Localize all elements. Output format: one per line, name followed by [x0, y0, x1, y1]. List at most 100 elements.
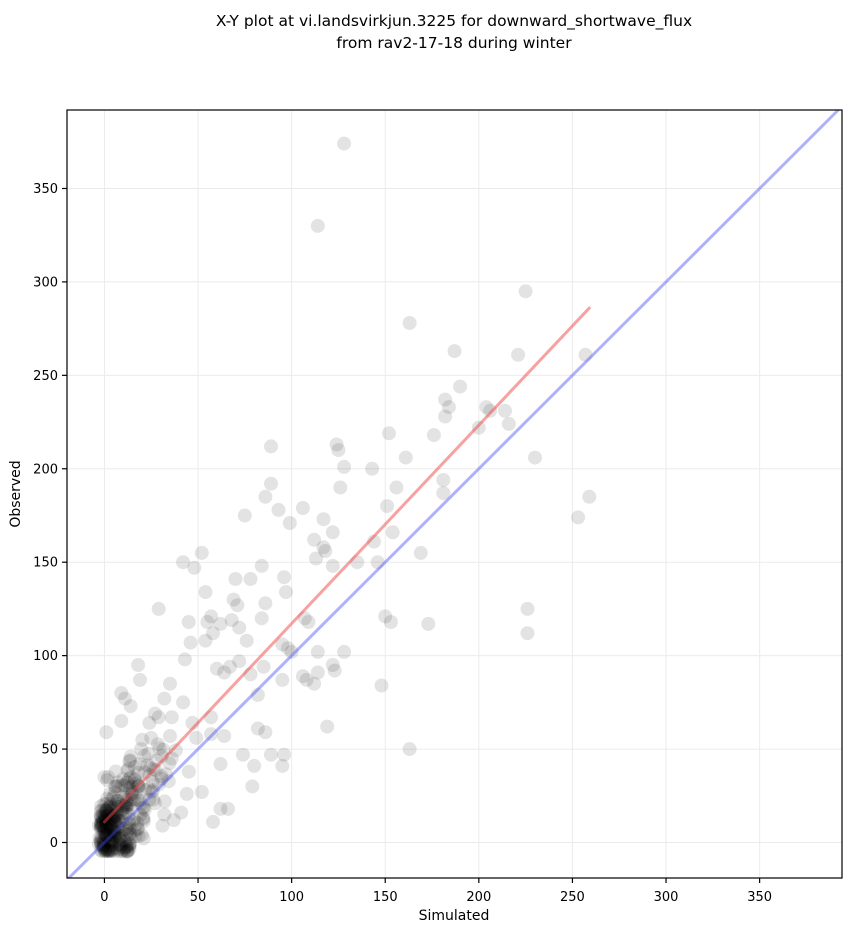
scatter-point: [130, 816, 145, 830]
scatter-point: [122, 771, 137, 786]
scatter-point: [117, 841, 132, 856]
scatter-point: [370, 555, 385, 570]
scatter-point: [198, 633, 213, 648]
scatter-point: [151, 710, 166, 725]
scatter-point: [101, 800, 116, 815]
scatter-point: [121, 807, 136, 822]
scatter-point: [136, 831, 151, 846]
x-tick-label: 100: [279, 890, 304, 905]
regression-line: [102, 306, 591, 824]
scatter-point: [150, 737, 165, 752]
scatter-point: [135, 801, 150, 816]
scatter-point: [438, 409, 453, 424]
scatter-point: [105, 824, 120, 839]
scatter-point: [98, 809, 113, 824]
scatter-point: [103, 819, 118, 834]
scatter-point: [99, 829, 114, 843]
chart-title-line1: X-Y plot at vi.landsvirkjun.3225 for dow…: [216, 12, 692, 31]
scatter-point: [108, 764, 123, 779]
scatter-point: [310, 218, 325, 233]
scatter-point: [120, 763, 135, 778]
scatter-point: [118, 691, 132, 706]
scatter-point: [264, 476, 278, 491]
scatter-point: [100, 808, 115, 823]
scatter-point: [106, 789, 121, 804]
scatter-point: [206, 814, 220, 829]
scatter-point: [122, 839, 137, 854]
scatter-point: [501, 416, 516, 431]
scatter-point: [109, 830, 124, 845]
scatter-point: [130, 776, 145, 791]
scatter-point: [271, 502, 286, 517]
scatter-point: [97, 837, 111, 852]
scatter-point: [112, 813, 126, 828]
scatter-point: [104, 834, 119, 849]
scatter-point: [176, 555, 191, 570]
scatter-point: [277, 570, 292, 585]
scatter-point: [91, 818, 106, 833]
scatter-point: [133, 757, 147, 771]
scatter-point: [226, 592, 241, 607]
scatter-point: [112, 831, 127, 846]
scatter-point: [331, 443, 346, 458]
scatter-point: [148, 706, 162, 721]
scatter-point: [97, 803, 112, 818]
scatter-point: [378, 609, 393, 624]
scatter-point: [121, 761, 136, 776]
scatter-point: [232, 620, 247, 635]
scatter-point: [116, 798, 130, 813]
scatter-point: [136, 812, 151, 826]
scatter-point: [102, 800, 117, 814]
scatter-point: [154, 769, 169, 784]
axes-frame: [66, 109, 843, 879]
scatter-point: [438, 392, 453, 407]
plot-area: [67, 110, 840, 878]
scatter-point: [275, 637, 290, 652]
scatter-point: [578, 347, 593, 362]
scatter-point: [96, 834, 111, 849]
scatter-point: [123, 699, 138, 714]
scatter-point: [228, 572, 243, 586]
scatter-point: [107, 825, 122, 840]
scatter-point: [310, 665, 325, 680]
scatter-point: [152, 741, 167, 756]
scatter-point: [102, 814, 117, 829]
scatter-point: [198, 585, 213, 600]
scatter-point: [144, 784, 159, 799]
scatter-point: [402, 742, 417, 757]
scatter-point: [130, 793, 145, 808]
scatter-point: [101, 844, 116, 859]
scatter-point: [114, 844, 129, 859]
scatter-point: [119, 834, 134, 849]
scatter-point: [100, 816, 115, 831]
scatter-point: [96, 838, 111, 852]
scatter-point: [146, 792, 161, 807]
scatter-point: [136, 800, 151, 815]
scatter-point: [92, 830, 107, 845]
scatter-point: [100, 828, 114, 843]
scatter-point: [187, 560, 202, 575]
scatter-point: [113, 837, 128, 852]
scatter-point: [398, 450, 413, 465]
scatter-point: [96, 820, 111, 835]
scatter-point: [123, 749, 138, 764]
scatter-point: [256, 659, 271, 674]
scatter-point: [130, 821, 145, 836]
scatter-point: [102, 840, 117, 855]
one-to-one-line: [67, 110, 840, 878]
scatter-point: [101, 770, 116, 785]
scatter-point: [123, 797, 138, 812]
scatter-point: [116, 772, 131, 786]
scatter-point: [128, 829, 143, 843]
scatter-point: [100, 773, 115, 788]
x-tick-label: 300: [654, 890, 679, 905]
scatter-point: [110, 775, 125, 790]
scatter-point: [181, 615, 196, 629]
scatter-point: [385, 525, 400, 540]
scatter-point: [106, 808, 121, 823]
scatter-point: [337, 459, 352, 474]
scatter-point: [120, 844, 135, 859]
scatter-point: [119, 840, 134, 855]
scatter-point: [127, 773, 142, 788]
scatter-point: [101, 832, 116, 847]
